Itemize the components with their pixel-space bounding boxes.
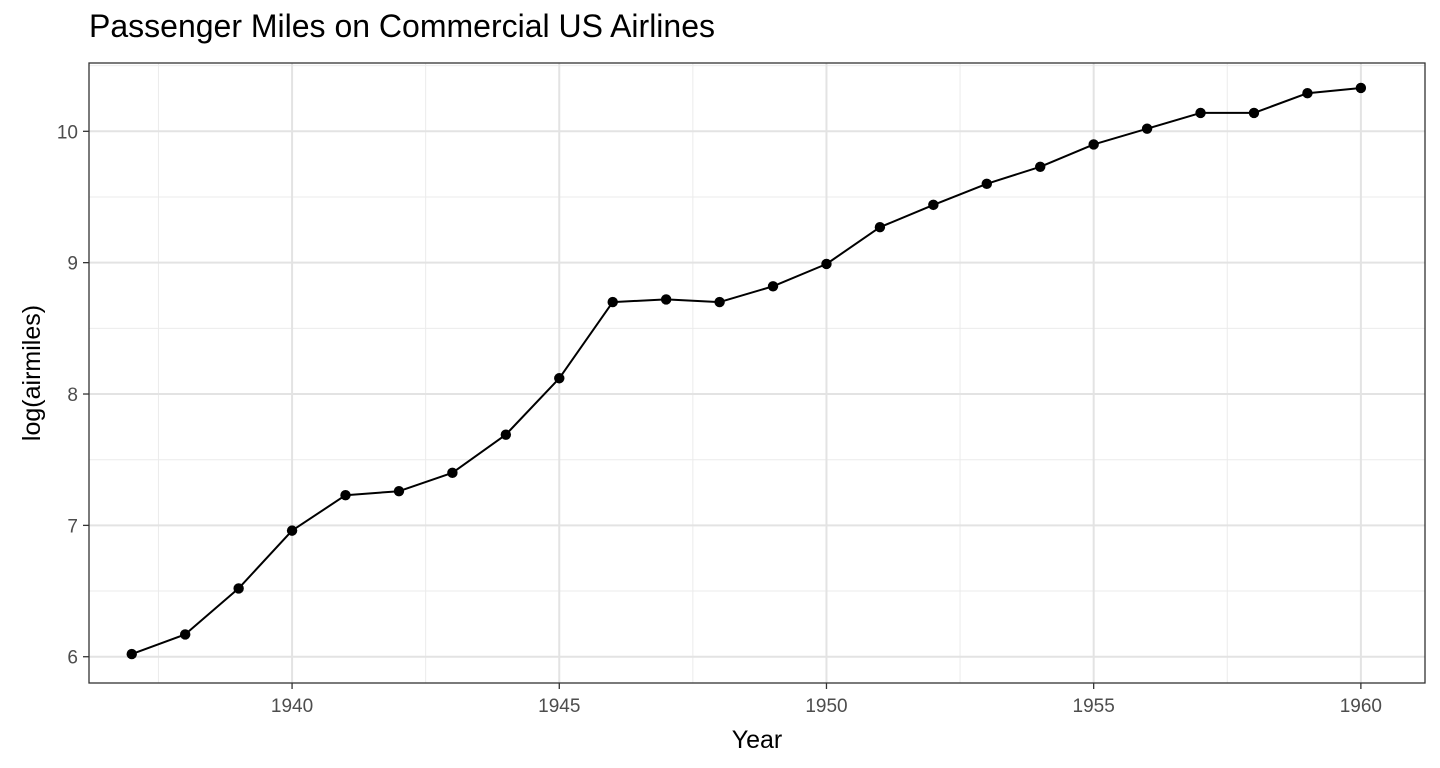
data-point [126,648,137,660]
data-point [874,221,886,233]
data-point [767,281,779,292]
y-axis: 6 7 8 9 10 [57,122,89,669]
data-point [179,629,191,640]
data-point [1195,107,1206,119]
data-point [1302,88,1313,99]
data-point [1141,123,1153,134]
data-point [500,429,512,440]
x-tick-label: 1945 [538,696,580,717]
data-point [1248,107,1260,119]
x-tick-label: 1940 [271,696,313,717]
data-point [554,373,565,384]
data-point [660,294,672,305]
y-tick-label: 7 [67,516,78,537]
major-grid [89,63,1425,683]
y-tick-label: 8 [67,385,78,406]
data-point [607,296,618,308]
plot-panel [89,63,1425,683]
data-point [981,178,992,190]
plot-border [88,62,1426,684]
data-point [821,258,832,270]
x-axis-title: Year [732,726,783,754]
y-axis-title: log(airmiles) [18,305,46,441]
data-point [1088,139,1099,150]
data-point [233,583,244,594]
series-layer [126,82,1367,660]
y-tick-label: 6 [67,648,78,669]
data-point [286,525,298,536]
chart-title: Passenger Miles on Commercial US Airline… [89,8,715,44]
y-tick-label: 10 [57,122,78,143]
data-point [1035,161,1046,172]
data-point [340,489,351,501]
x-axis: 1940 1945 1950 1955 1960 [271,683,1382,717]
x-tick-label: 1955 [1073,696,1115,717]
data-point [393,486,405,497]
minor-grid [89,63,1425,683]
y-tick-label: 9 [67,254,78,275]
data-point [1355,82,1367,94]
series-line [131,87,1361,656]
data-point [447,467,458,479]
x-tick-label: 1960 [1340,696,1382,717]
data-point [714,296,725,308]
x-tick-label: 1950 [805,696,847,717]
data-point [928,199,939,211]
